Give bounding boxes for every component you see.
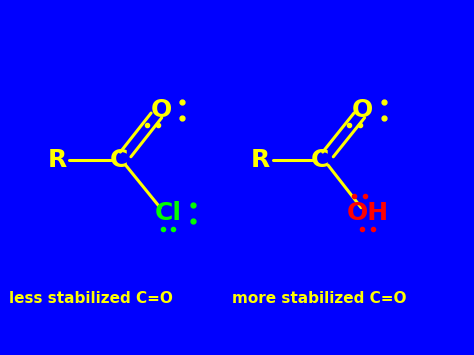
Text: Cl: Cl — [155, 201, 182, 225]
Text: C: C — [109, 148, 128, 172]
Text: R: R — [47, 148, 66, 172]
Text: O: O — [352, 98, 373, 122]
Text: more stabilized C=O: more stabilized C=O — [232, 291, 407, 306]
Text: less stabilized C=O: less stabilized C=O — [9, 291, 173, 306]
Text: O: O — [151, 98, 172, 122]
Text: R: R — [251, 148, 270, 172]
Text: C: C — [311, 148, 329, 172]
Text: OH: OH — [346, 201, 388, 225]
